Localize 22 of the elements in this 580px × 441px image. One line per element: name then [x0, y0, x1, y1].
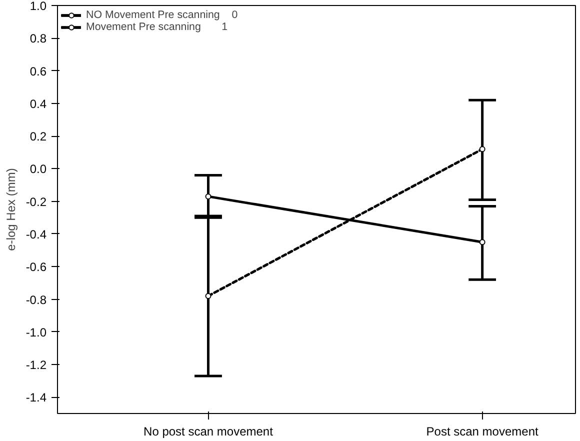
y-tick-label: -1.4	[26, 390, 47, 405]
y-tick-label: 1.0	[30, 0, 47, 13]
point	[479, 239, 486, 246]
point	[479, 146, 486, 152]
y-tick-label: -0.6	[26, 260, 47, 274]
y-tick-label: 0.6	[30, 64, 47, 78]
y-axis-title: e-log Hex (mm)	[4, 168, 18, 251]
point	[205, 193, 212, 200]
y-tick-label: -0.4	[26, 227, 47, 242]
y-tick-label: -0.8	[26, 292, 47, 307]
y-tick-label: -1.0	[26, 325, 47, 340]
legend-label: Movement Pre scanning 1	[86, 21, 228, 33]
y-tick-label: -0.2	[26, 194, 47, 209]
y-tick-label: -1.2	[26, 358, 47, 372]
y-tick-label: 0.4	[30, 96, 47, 111]
x-tick-label: Post scan movement	[426, 424, 540, 438]
point	[205, 293, 212, 299]
legend-label: NO Movement Pre scanning 0	[86, 9, 238, 21]
y-tick-label: 0.2	[30, 130, 47, 144]
x-tick-label: No post scan movement	[144, 424, 274, 438]
y-tick-label: 0.0	[30, 162, 47, 176]
y-tick-label: 0.8	[30, 32, 47, 46]
